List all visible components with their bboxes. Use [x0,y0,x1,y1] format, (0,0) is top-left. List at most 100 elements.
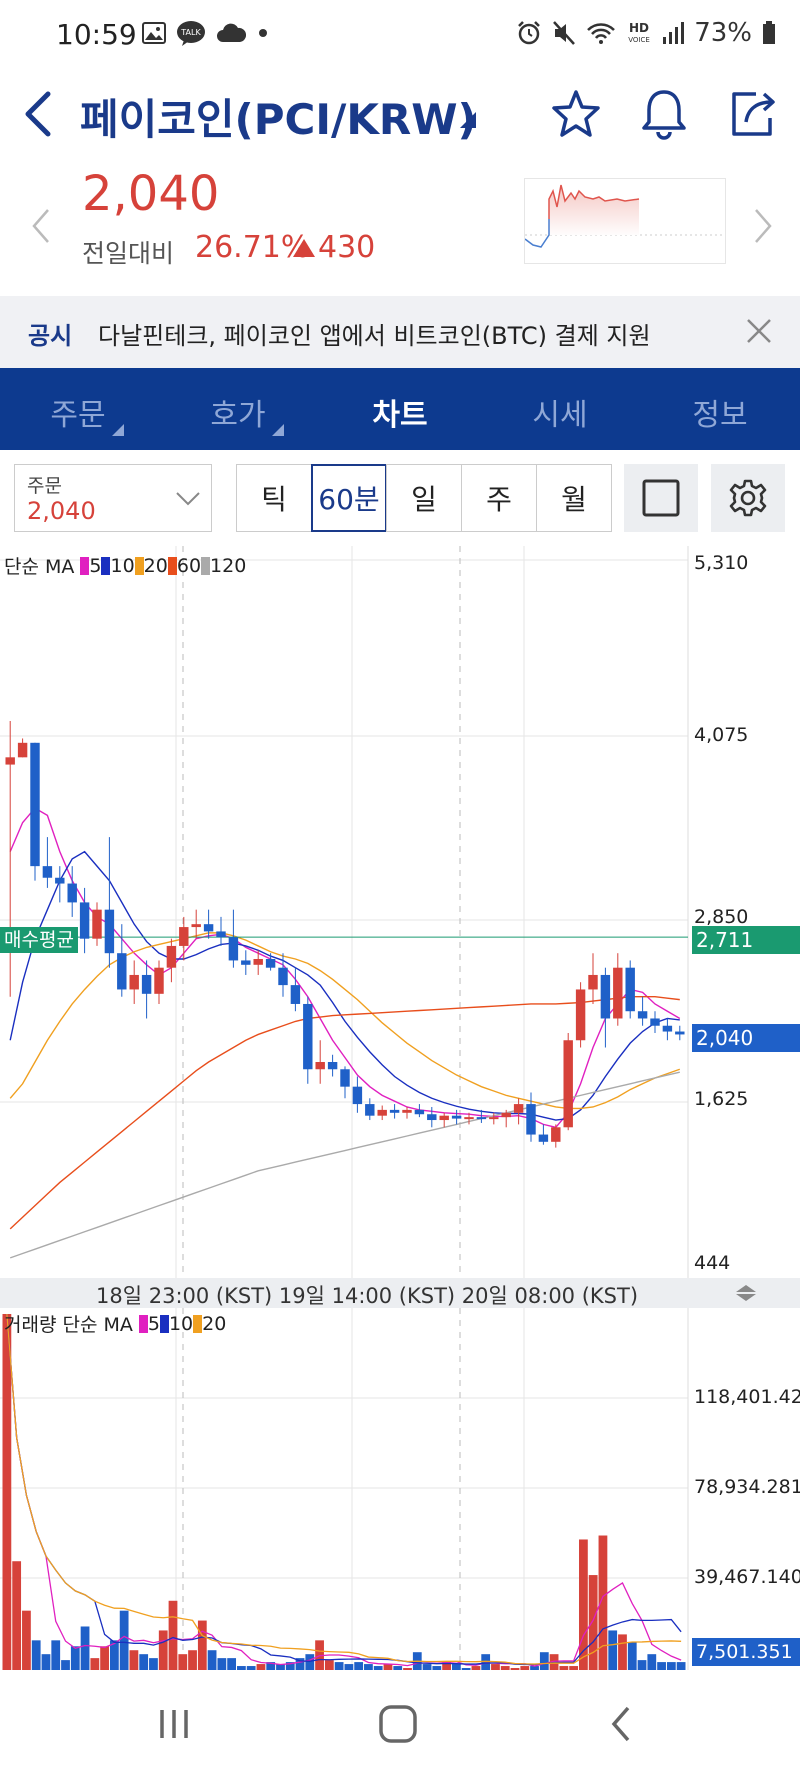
candle-body [427,1114,437,1121]
volume-bar [217,1658,227,1670]
tab-order-indicator [112,424,124,436]
volume-bar [119,1610,129,1670]
candle-body [513,1104,524,1113]
favorite-button[interactable] [544,82,608,146]
home-icon[interactable] [378,1704,418,1744]
tab-chart[interactable]: 차트 [372,398,428,433]
caret-down-icon[interactable] [458,110,478,130]
volume-bar [539,1652,549,1670]
volume-bar [129,1650,139,1670]
back-button[interactable] [20,86,72,146]
volume-chart-canvas[interactable] [0,1308,800,1670]
candle-body [538,1134,549,1142]
candle-body [340,1069,350,1087]
alarm-icon [518,21,541,45]
close-icon[interactable] [744,316,774,346]
candle-body [278,967,288,986]
time-axis: 18일 23:00 (KST) 19일 14:00 (KST) 20일 08:0… [0,1278,800,1308]
volume-bar [598,1535,608,1670]
candle-body [203,924,214,932]
share-button[interactable] [720,82,784,146]
back-nav-icon[interactable] [606,1704,636,1744]
tab-orderbook[interactable]: 호가 [210,398,266,433]
fullscreen-button[interactable] [624,464,698,532]
volume-bar [41,1654,51,1670]
vol-ma20-swatch [193,1314,203,1333]
status-time: 10:59 [56,18,137,51]
order-select[interactable]: 주문 2,040 [14,464,212,532]
recent-apps-icon[interactable] [156,1706,192,1742]
notice-banner[interactable]: 공시 다날핀테크, 페이코인 앱에서 비트코인(BTC) 결제 지원 [0,296,800,368]
volume-bar [579,1539,588,1670]
svg-text:HD: HD [629,21,649,35]
tab-market[interactable]: 시세 [532,398,588,433]
volume-bar [403,1668,412,1670]
ma-legend-title: 단순 MA [4,556,75,578]
settings-button[interactable] [711,464,785,532]
volume-chart[interactable]: 거래량 단순 MA 5 10 20 118,401.421 78,934.281… [0,1308,800,1670]
candle-body [439,1115,449,1121]
avg-buy-value: 2,711 [692,926,800,954]
period-60min[interactable]: 60분 [311,464,387,532]
candle-body [17,742,28,758]
volume-bar [149,1658,158,1670]
prev-coin-icon[interactable] [30,206,52,246]
period-day[interactable]: 일 [386,464,462,532]
volume-bar [70,1646,80,1670]
mini-chart[interactable] [524,178,726,264]
candle-body [414,1109,425,1115]
volume-bar [500,1666,510,1670]
candle-body [451,1115,462,1119]
volume-bar [168,1600,178,1670]
candle-body [352,1086,363,1105]
candle-body [315,1062,325,1070]
volume-bar [295,1658,305,1670]
vol-y-tick-1: 78,934.281 [694,1476,800,1498]
star-icon [552,90,600,137]
candle-body [216,931,226,938]
candle-body [154,967,164,994]
candle-body [129,974,139,990]
volume-bar [637,1660,647,1670]
main-tabs: 주문 호가 차트 시세 정보 [0,368,800,450]
alert-button[interactable] [632,82,696,146]
chart-bg [0,546,688,1278]
candle-body [526,1104,536,1135]
tab-info[interactable]: 정보 [692,398,748,433]
vol-bg [0,1308,688,1670]
volume-bar [12,1561,22,1670]
candle-body [588,974,598,990]
candle-body [501,1112,511,1118]
candle-body [290,985,301,1004]
y-tick-2: 2,850 [694,906,749,928]
signal-icon [663,22,685,44]
candle-body [265,958,276,968]
period-tick[interactable]: 틱 [236,464,312,532]
coin-title[interactable]: 페이코인(PCI/KRW) [80,95,477,144]
candle-body [117,953,127,990]
candle-body [650,1018,660,1026]
volume-bar [618,1634,627,1670]
period-month[interactable]: 월 [536,464,612,532]
period-week[interactable]: 주 [461,464,537,532]
volume-bar [246,1666,256,1670]
candle-body [551,1127,561,1142]
volume-bar [627,1642,637,1670]
price-chart-canvas[interactable] [0,546,800,1278]
candle-body [5,757,15,765]
tab-order[interactable]: 주문 [50,398,106,433]
candle-body [104,909,115,954]
next-coin-icon[interactable] [752,206,774,246]
volume-bar [520,1666,530,1670]
resize-handle-icon[interactable] [734,1283,758,1303]
candle-body [476,1117,487,1120]
price-chart[interactable]: 단순 MA 5 10 20 60 120 5,310 4,075 2,850 1… [0,546,800,1278]
volume-bar [237,1666,246,1670]
notice-text[interactable]: 다날핀테크, 페이코인 앱에서 비트코인(BTC) 결제 지원 [98,322,651,350]
volume-bar [569,1666,579,1670]
vol-ma-legend: 거래량 단순 MA 5 10 20 [4,1310,226,1337]
vol-y-tick-2: 39,467.140 [694,1566,800,1588]
dot-icon [259,29,267,37]
volume-bar [608,1630,618,1670]
vol-legend-title: 거래량 단순 MA [4,1314,133,1336]
